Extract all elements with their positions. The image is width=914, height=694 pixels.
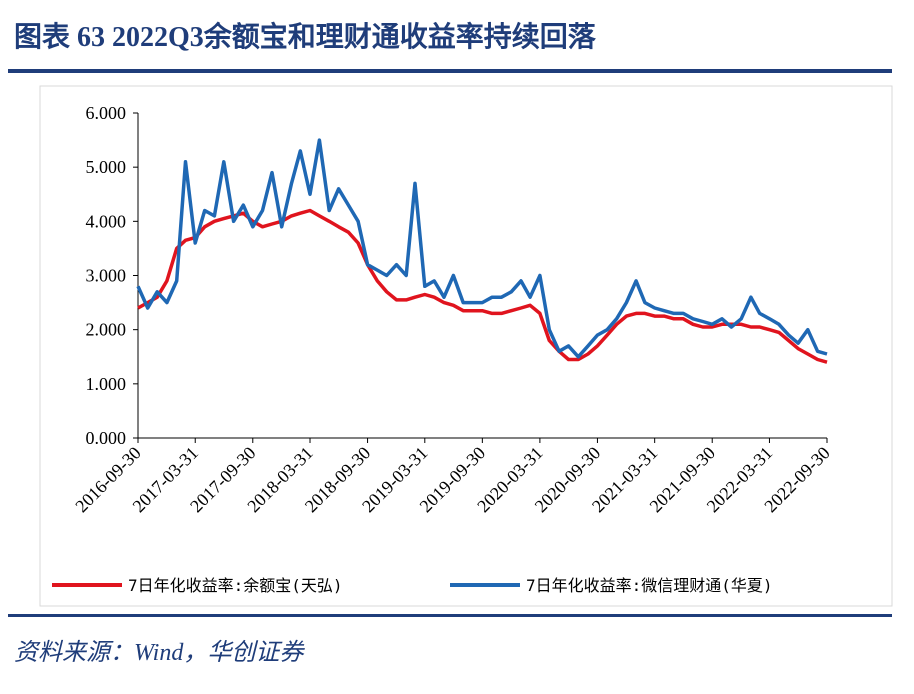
y-tick-label: 4.000 — [86, 211, 127, 231]
page-title: 图表 63 2022Q3余额宝和理财通收益率持续回落 — [14, 20, 597, 53]
y-tick-label: 5.000 — [86, 157, 127, 177]
y-tick-label: 3.000 — [86, 266, 127, 286]
y-tick-label: 1.000 — [86, 374, 127, 394]
source: 资料来源：Wind，华创证券 — [14, 639, 305, 666]
series-line — [136, 138, 828, 359]
legend-label: 7日年化收益率:微信理财通(华夏) — [526, 576, 773, 595]
header-rule — [8, 69, 892, 73]
y-tick-label: 0.000 — [86, 428, 127, 448]
y-tick-label: 6.000 — [86, 103, 127, 123]
series-line — [137, 208, 828, 364]
footer-rule — [8, 614, 892, 617]
legend-label: 7日年化收益率:余额宝(天弘) — [128, 576, 343, 595]
chart-frame — [39, 85, 893, 607]
y-tick-label: 2.000 — [86, 320, 127, 340]
